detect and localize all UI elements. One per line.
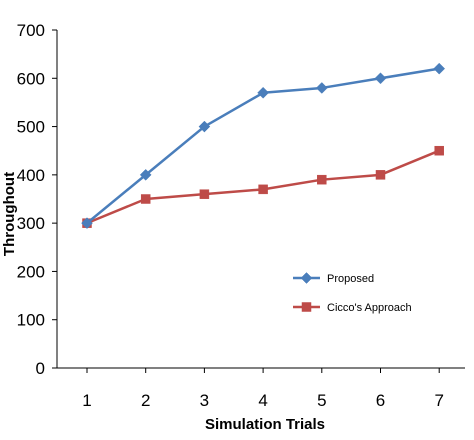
- x-tick-label: 6: [376, 391, 385, 410]
- legend: Proposed Cicco's Approach: [293, 272, 412, 314]
- data-point: [139, 169, 152, 181]
- y-tick-label: 500: [17, 118, 45, 137]
- y-tick-label: 600: [17, 69, 45, 88]
- x-ticks: 1 2 3 4 5 6 7: [82, 368, 444, 410]
- data-point: [434, 145, 444, 156]
- series-2: [82, 145, 444, 228]
- legend-label: Cicco's Approach: [327, 302, 412, 314]
- data-point: [258, 184, 268, 195]
- data-point: [257, 86, 269, 99]
- axes: [56, 30, 465, 369]
- series-layer: [81, 62, 446, 229]
- data-point: [140, 194, 151, 204]
- y-ticks: 0 100 200 300 400 500 600 700: [17, 21, 57, 378]
- legend-label: Proposed: [327, 273, 374, 285]
- legend-item: Proposed: [293, 272, 374, 285]
- data-point: [317, 174, 327, 185]
- y-tick-label: 100: [17, 311, 45, 330]
- data-point: [199, 189, 210, 199]
- legend-marker: [300, 272, 313, 284]
- series-1: [81, 62, 446, 229]
- data-point: [81, 217, 93, 229]
- data-point: [374, 72, 387, 85]
- x-tick-label: 3: [200, 391, 209, 410]
- x-tick-label: 4: [258, 391, 267, 410]
- y-tick-label: 300: [17, 214, 45, 233]
- x-tick-label: 1: [82, 391, 91, 410]
- data-point: [315, 82, 328, 94]
- data-point: [198, 120, 211, 133]
- x-tick-label: 2: [141, 391, 150, 410]
- x-tick-label: 7: [434, 391, 443, 410]
- legend-marker: [301, 302, 312, 312]
- y-tick-label: 700: [17, 21, 45, 40]
- x-tick-label: 5: [317, 391, 326, 410]
- y-tick-label: 400: [17, 166, 45, 185]
- data-point: [375, 170, 386, 180]
- y-axis-title: Throughout: [1, 172, 18, 256]
- data-point: [433, 62, 446, 75]
- x-axis-title: Simulation Trials: [205, 416, 325, 433]
- legend-item: Cicco's Approach: [293, 302, 412, 314]
- y-tick-label: 200: [17, 262, 45, 281]
- y-tick-label: 0: [36, 359, 45, 378]
